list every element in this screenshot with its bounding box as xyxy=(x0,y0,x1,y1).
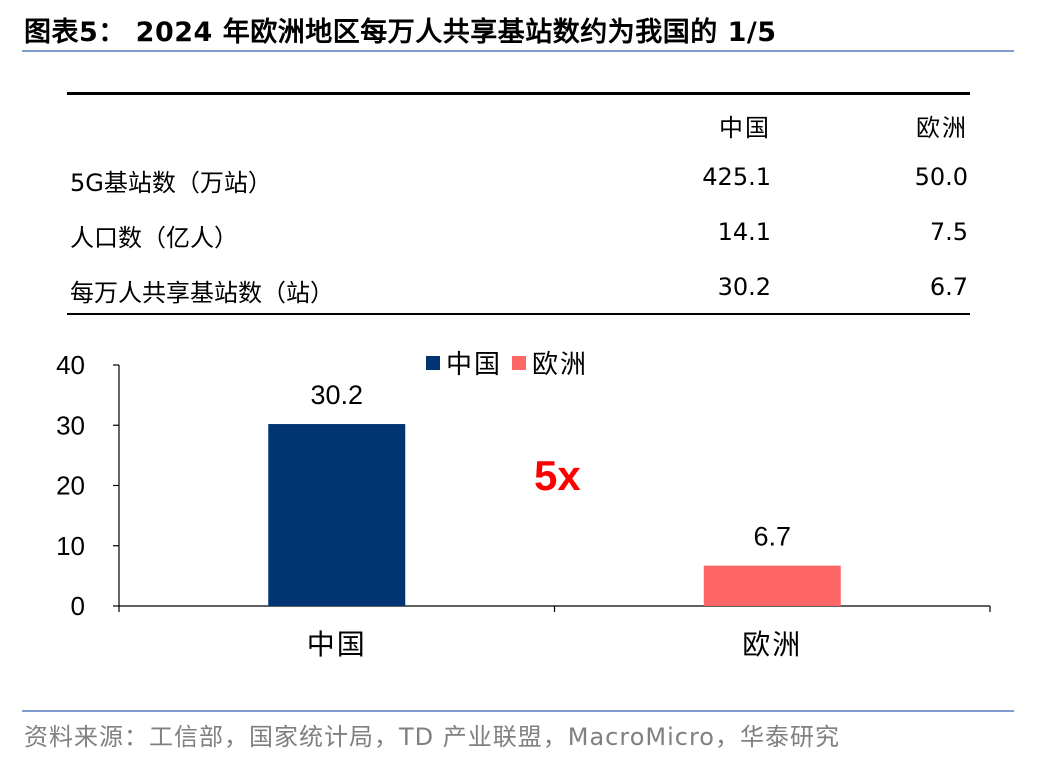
table-cell-china: 14.1 xyxy=(717,218,771,246)
table-cell-china: 425.1 xyxy=(702,163,771,191)
bar-chart: 0 10 20 30 40 30.2 中国 6.7 欧洲 xyxy=(56,350,991,660)
title-divider xyxy=(22,50,1014,52)
table-cell-europe: 7.5 xyxy=(929,218,968,246)
ratio-annotation: 5x xyxy=(534,452,581,499)
y-tick-label: 40 xyxy=(56,350,85,380)
bar-china xyxy=(268,424,406,606)
figure-title: 图表5： 2024 年欧洲地区每万人共享基站数约为我国的 1/5 xyxy=(24,17,777,48)
footer-divider xyxy=(22,710,1014,712)
y-tick-label: 10 xyxy=(56,531,85,561)
bar-data-label: 30.2 xyxy=(310,380,363,410)
legend-swatch-china xyxy=(426,355,440,370)
y-tick-label: 0 xyxy=(71,591,85,621)
source-note: 资料来源：工信部，国家统计局，TD 产业联盟，MacroMicro，华泰研究 xyxy=(24,723,840,751)
table-row-label: 5G基站数（万站） xyxy=(70,169,272,197)
table-cell-china: 30.2 xyxy=(717,273,771,301)
table-row-label: 人口数（亿人） xyxy=(70,224,238,252)
bar-data-label: 6.7 xyxy=(753,522,791,552)
table-bottom-rule xyxy=(67,313,970,315)
bar-europe xyxy=(703,565,841,606)
table-header-china: 中国 xyxy=(719,114,771,142)
x-category-label: 欧洲 xyxy=(742,629,802,660)
x-category-label: 中国 xyxy=(307,629,367,660)
table-cell-europe: 50.0 xyxy=(914,163,968,191)
table-cell-europe: 6.7 xyxy=(929,273,968,301)
legend-item-china: 中国 xyxy=(426,344,502,381)
table-top-rule xyxy=(67,92,970,95)
y-tick-label: 30 xyxy=(56,410,85,440)
legend-item-europe: 欧洲 xyxy=(512,344,588,381)
chart-legend: 中国 欧洲 xyxy=(426,344,598,381)
legend-label-europe: 欧洲 xyxy=(532,350,589,380)
legend-label-china: 中国 xyxy=(446,350,503,380)
y-tick-label: 20 xyxy=(56,471,85,501)
legend-swatch-europe xyxy=(512,355,527,370)
table-header-europe: 欧洲 xyxy=(916,114,968,142)
table-row-label: 每万人共享基站数（站） xyxy=(70,279,334,307)
